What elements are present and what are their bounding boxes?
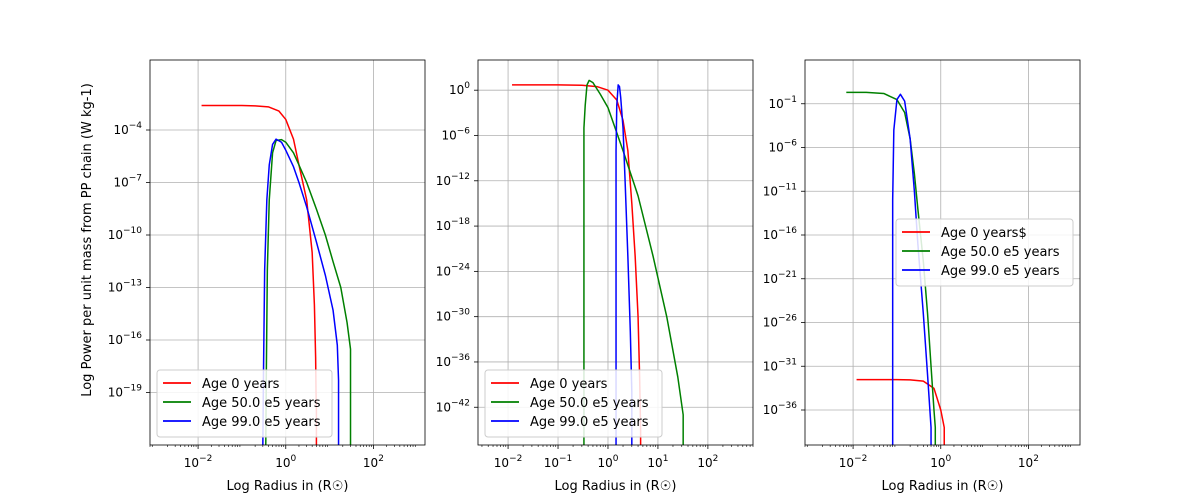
y-tick-label: 10−16 (108, 331, 143, 347)
x-tick-label: 10−2 (494, 454, 523, 470)
y-tick-label: 10−6 (768, 139, 797, 155)
axes-frame (477, 59, 754, 446)
x-tick-label: 102 (1018, 454, 1039, 470)
legend: Age 0 years Age 50.0 e5 years Age 99.0 e5 … (156, 369, 333, 438)
y-tick-label: 10−26 (763, 314, 798, 330)
series-line-3 (891, 93, 932, 445)
legend: Age 0 years$ Age 50.0 e5 years Age 99.0 e5… (895, 218, 1074, 287)
axes-frame (804, 59, 1081, 446)
series-lines (846, 91, 945, 445)
chart-panel-1: 10−2 100 102 10−19 10−16 10−13 10−10 10−7 10−4 Lo… (108, 59, 426, 494)
legend-label-1: Age 0 years (202, 377, 280, 392)
y-axis-label: Log Power per unit mass from PP chain (W… (80, 83, 95, 397)
x-tick-label: 100 (275, 454, 296, 470)
legend-label-3: Age 99.0 e5 years (202, 415, 321, 430)
y-tick-label: 10−10 (108, 226, 143, 242)
legend-box (484, 369, 663, 438)
x-axis-label: Log Radius in (R☉) (882, 479, 1004, 494)
chart-panel-3: 10−2 100 10210−3610−3110−2610−2110−1610−11… (763, 59, 1081, 494)
series-line-2 (583, 79, 684, 445)
y-tick-label: 10−21 (763, 270, 797, 286)
legend-box (895, 218, 1074, 287)
series-line-3 (615, 84, 633, 445)
x-axis-label: Log Radius in (R☉) (555, 479, 677, 494)
y-tick-label: 100 (449, 81, 470, 97)
chart-panel-2: 10−2 10−1 100 101 102 10−42 10−36 10−30 10−24 10−… (436, 59, 754, 494)
legend-label-2: Age 50.0 e5 years (941, 245, 1060, 260)
y-tick-label: 10−36 (763, 401, 798, 417)
axes-frame (149, 59, 426, 446)
y-tick-label: 10−36 (436, 353, 471, 369)
legend-label-2: Age 50.0 e5 years (530, 396, 649, 411)
legend-label-3: Age 99.0 e5 years (530, 415, 649, 430)
legend-label-1: Age 0 years (530, 377, 608, 392)
x-tick-label: 10−2 (839, 454, 868, 470)
y-tick-label: 10−24 (436, 262, 471, 278)
x-tick-label: 102 (363, 454, 384, 470)
x-tick-label: 100 (597, 454, 618, 470)
x-tick-label: 101 (647, 454, 668, 470)
y-tick-label: 10−42 (436, 398, 470, 414)
legend-label-1: Age 0 years$ (941, 226, 1027, 241)
y-tick-label: 10−7 (113, 174, 142, 190)
series-line-2 (846, 91, 937, 445)
legend-label-3: Age 99.0 e5 years (941, 264, 1060, 279)
y-tick-label: 10−11 (763, 182, 797, 198)
y-tick-label: 10−1 (768, 95, 797, 111)
y-tick-label: 10−19 (108, 384, 143, 400)
x-tick-label: 10−1 (544, 454, 573, 470)
y-tick-label: 10−4 (113, 121, 142, 137)
y-tick-label: 10−13 (108, 279, 142, 295)
y-tick-label: 10−31 (763, 357, 797, 373)
y-tick-label: 10−30 (436, 308, 471, 324)
y-tick-label: 10−12 (436, 172, 470, 188)
series-line-3 (262, 138, 340, 445)
x-axis-label: Log Radius in (R☉) (227, 479, 349, 494)
x-tick-label: 100 (930, 454, 951, 470)
x-tick-label: 102 (697, 454, 718, 470)
legend-box (156, 369, 333, 438)
y-tick-label: 10−16 (763, 226, 798, 242)
series-line-1 (856, 378, 945, 445)
legend-label-2: Age 50.0 e5 years (202, 396, 321, 411)
x-tick-label: 10−2 (184, 454, 213, 470)
series-line-2 (265, 138, 352, 445)
legend: Age 0 years Age 50.0 e5 years Age 99.0 e5 … (484, 369, 663, 438)
y-tick-label: 10−18 (436, 217, 471, 233)
y-tick-label: 10−6 (441, 126, 470, 142)
series-lines (512, 79, 684, 445)
